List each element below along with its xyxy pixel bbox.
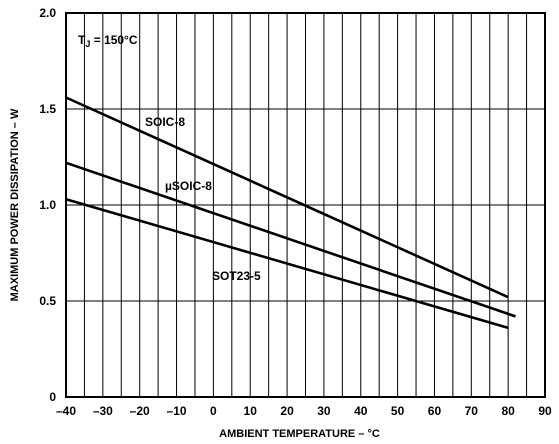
y-tick-label: 1.0: [39, 198, 56, 212]
x-tick-label: 80: [501, 404, 515, 418]
series-line--soic-8: [65, 161, 516, 318]
x-tick-label: –20: [130, 404, 150, 418]
x-tick-label: –30: [93, 404, 113, 418]
x-tick-label: 40: [354, 404, 368, 418]
series-label: SOIC-8: [145, 115, 185, 129]
annotation-main: T: [78, 33, 86, 47]
annotation-subscript: J: [85, 39, 90, 49]
series-label: µSOIC-8: [165, 179, 212, 193]
y-tick-label: 1.5: [39, 102, 56, 116]
x-tick-label: 0: [210, 404, 217, 418]
x-tick-label: 10: [244, 404, 258, 418]
y-tick-label: 0.5: [39, 294, 56, 308]
x-tick-label: 50: [391, 404, 405, 418]
y-axis-title: MAXIMUM POWER DISSIPATION – W: [9, 108, 21, 301]
plot-frame: [65, 12, 546, 398]
x-tick-label: 20: [280, 404, 294, 418]
x-axis-title: AMBIENT TEMPERATURE – °C: [219, 428, 380, 440]
x-tick-label: 60: [428, 404, 442, 418]
y-tick-label: 2.0: [39, 6, 56, 20]
y-tick-label: 0: [49, 390, 56, 404]
x-tick-label: –10: [167, 404, 187, 418]
x-tick-label: –40: [56, 404, 76, 418]
x-tick-label: 30: [317, 404, 331, 418]
series-labels: SOIC-8 µSOIC-8 SOT23-5: [145, 115, 261, 283]
junction-temperature-annotation: TJ = 150°C: [78, 33, 138, 49]
annotation-rest: = 150°C: [90, 33, 137, 47]
series-line-sot23-5: [65, 197, 509, 330]
series-line-soic-8: [65, 96, 509, 299]
series-lines: [65, 96, 516, 330]
x-tick-label: 70: [465, 404, 479, 418]
y-tick-labels: 0 0.5 1.0 1.5 2.0: [39, 6, 56, 404]
x-tick-labels: –40 –30 –20 –10 0 10 20 30 40 50 60 70 80 90: [56, 404, 552, 418]
x-tick-label: 90: [538, 404, 552, 418]
series-label: SOT23-5: [212, 269, 261, 283]
